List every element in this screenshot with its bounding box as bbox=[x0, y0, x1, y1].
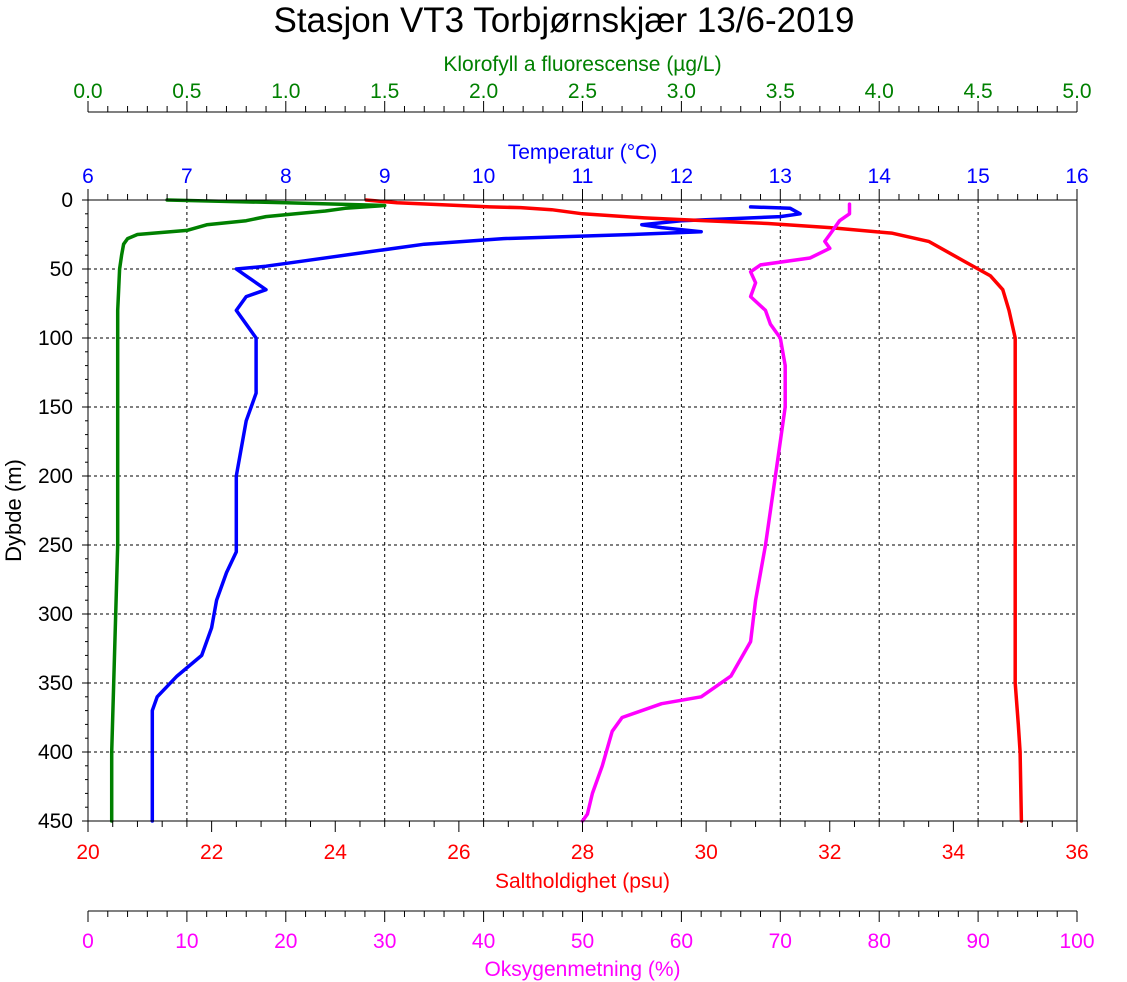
y-tick-label: 0 bbox=[61, 189, 73, 212]
y-axis-label: Dybde (m) bbox=[1, 459, 26, 562]
x-tick-label-oxy: 70 bbox=[769, 930, 792, 953]
y-tick-label: 100 bbox=[38, 327, 73, 350]
series-line-sal bbox=[364, 198, 1024, 823]
x-tick-label-temp: 16 bbox=[1065, 165, 1088, 188]
x-tick-label-oxy: 40 bbox=[472, 930, 495, 953]
x-tick-label-temp: 7 bbox=[181, 165, 193, 188]
x-tick-label-sal: 28 bbox=[571, 841, 594, 864]
x-tick-label-temp: 13 bbox=[769, 165, 792, 188]
y-tick-label: 400 bbox=[38, 741, 73, 764]
series-line-oxy bbox=[580, 202, 852, 823]
x-axis-label-chl: Klorofyll a fluorescense (µg/L) bbox=[443, 53, 721, 76]
x-tick-label-chl: 0.0 bbox=[73, 80, 102, 103]
x-tick-label-temp: 6 bbox=[82, 165, 94, 188]
x-tick-label-temp: 14 bbox=[868, 165, 892, 188]
x-tick-label-chl: 3.5 bbox=[766, 80, 795, 103]
x-tick-label-chl: 1.5 bbox=[370, 80, 399, 103]
x-tick-label-chl: 3.0 bbox=[667, 80, 696, 103]
x-tick-label-oxy: 0 bbox=[82, 930, 94, 953]
x-tick-label-sal: 30 bbox=[694, 841, 717, 864]
x-tick-label-oxy: 100 bbox=[1059, 930, 1094, 953]
x-tick-label-temp: 8 bbox=[280, 165, 292, 188]
x-tick-label-sal: 24 bbox=[324, 841, 348, 864]
x-tick-label-oxy: 50 bbox=[571, 930, 594, 953]
x-tick-label-temp: 10 bbox=[472, 165, 495, 188]
y-tick-label: 250 bbox=[38, 534, 73, 557]
x-tick-label-temp: 11 bbox=[572, 165, 594, 188]
series-layer bbox=[109, 198, 1024, 823]
x-tick-label-chl: 4.5 bbox=[963, 80, 992, 103]
y-tick-label: 200 bbox=[38, 465, 73, 488]
x-tick-label-sal: 22 bbox=[200, 841, 223, 864]
x-tick-label-chl: 0.5 bbox=[172, 80, 201, 103]
y-tick-label: 50 bbox=[50, 258, 73, 281]
y-tick-label: 350 bbox=[38, 672, 73, 695]
x-tick-label-oxy: 60 bbox=[670, 930, 693, 953]
x-tick-label-sal: 26 bbox=[447, 841, 470, 864]
series-line-chl bbox=[109, 198, 387, 823]
x-axis-label-oxy: Oksygenmetning (%) bbox=[484, 958, 680, 981]
y-tick-label: 150 bbox=[38, 396, 73, 419]
x-tick-label-oxy: 20 bbox=[274, 930, 297, 953]
y-tick-label: 300 bbox=[38, 603, 73, 626]
x-tick-label-oxy: 90 bbox=[966, 930, 989, 953]
x-tick-label-chl: 2.5 bbox=[568, 80, 597, 103]
y-tick-label: 450 bbox=[38, 810, 73, 833]
x-axis-label-temp: Temperatur (°C) bbox=[508, 141, 658, 164]
chart-title: Stasjon VT3 Torbjørnskjær 13/6-2019 bbox=[273, 1, 854, 40]
x-tick-label-temp: 12 bbox=[670, 165, 693, 188]
x-axis-label-sal: Saltholdighet (psu) bbox=[495, 870, 670, 893]
x-tick-label-sal: 32 bbox=[818, 841, 841, 864]
x-tick-label-oxy: 10 bbox=[175, 930, 198, 953]
series-line-temp bbox=[150, 205, 802, 823]
x-tick-label-chl: 2.0 bbox=[469, 80, 498, 103]
x-tick-label-chl: 5.0 bbox=[1062, 80, 1091, 103]
x-tick-label-oxy: 30 bbox=[373, 930, 396, 953]
x-tick-label-sal: 20 bbox=[76, 841, 99, 864]
x-tick-label-chl: 4.0 bbox=[865, 80, 894, 103]
x-tick-label-sal: 36 bbox=[1065, 841, 1088, 864]
x-tick-label-chl: 1.0 bbox=[271, 80, 300, 103]
x-tick-label-oxy: 80 bbox=[868, 930, 891, 953]
x-tick-label-temp: 9 bbox=[379, 165, 391, 188]
grid bbox=[88, 200, 1077, 821]
x-tick-label-sal: 34 bbox=[942, 841, 966, 864]
x-tick-label-temp: 15 bbox=[966, 165, 989, 188]
